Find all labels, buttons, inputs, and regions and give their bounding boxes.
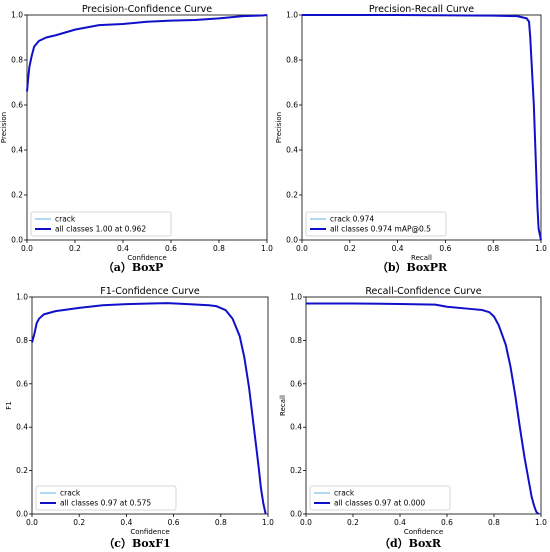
- legend-label: crack: [55, 215, 76, 224]
- x-tick-label: 0.4: [120, 518, 132, 527]
- series-line-all-classes: [31, 302, 267, 515]
- y-tick-label: 1.0: [290, 293, 302, 302]
- y-tick-label: 0.4: [286, 146, 298, 155]
- chart-title: Precision-Recall Curve: [369, 4, 474, 15]
- y-tick-label: 0.2: [290, 466, 302, 475]
- y-tick-label: 0.0: [11, 236, 23, 245]
- y-tick-label: 0.8: [286, 56, 298, 65]
- chart-title: F1-Confidence Curve: [100, 286, 200, 297]
- y-tick-label: 0.0: [290, 510, 302, 519]
- y-axis-label: Precision: [0, 112, 8, 143]
- x-axis-label: Recall: [411, 254, 432, 262]
- y-tick-label: 0.4: [11, 146, 23, 155]
- y-tick-label: 0.4: [290, 423, 302, 432]
- legend-box: [30, 211, 172, 237]
- x-tick-label: 0.8: [215, 518, 227, 527]
- legend-label: all classes 1.00 at 0.962: [55, 225, 146, 234]
- x-tick-label: 0.0: [296, 244, 308, 253]
- x-tick-label: 0.0: [21, 244, 33, 253]
- legend-box: [35, 485, 177, 511]
- y-tick-label: 0.0: [16, 510, 28, 519]
- plot-frame: [305, 296, 542, 515]
- x-axis-label: Confidence: [404, 528, 443, 536]
- x-tick-label: 0.6: [165, 244, 177, 253]
- chart-panel-3: 0.0 0.2 0.4 0.6 0.8 1.0 0.0 0.2 0.4 0.6 0.8 1.0 F1-C…: [5, 286, 274, 550]
- y-tick-label: 1.0: [16, 293, 28, 302]
- x-tick-label: 0.4: [117, 244, 129, 253]
- x-tick-label: 1.0: [535, 518, 547, 527]
- x-tick-label: 0.8: [488, 518, 500, 527]
- x-tick-label: 0.6: [168, 518, 180, 527]
- x-axis-label: Confidence: [130, 528, 169, 536]
- y-tick-label: 0.8: [11, 56, 23, 65]
- y-axis-label: Precision: [275, 112, 283, 143]
- chart-title: Recall-Confidence Curve: [365, 286, 481, 297]
- chart-panel-1: 0.0 0.2 0.4 0.6 0.8 1.0 0.0 0.2 0.4 0.6 0.8 1.0 Prec…: [0, 4, 273, 274]
- y-tick-label: 0.4: [16, 423, 28, 432]
- x-tick-label: 0.2: [73, 518, 85, 527]
- chart-title: Precision-Confidence Curve: [82, 4, 212, 15]
- x-tick-label: 0.4: [394, 518, 406, 527]
- x-tick-label: 0.0: [300, 518, 312, 527]
- y-tick-label: 0.2: [16, 466, 28, 475]
- y-tick-label: 0.2: [286, 191, 298, 200]
- x-tick-label: 1.0: [262, 518, 274, 527]
- x-tick-label: 0.8: [213, 244, 225, 253]
- y-tick-label: 0.2: [11, 191, 23, 200]
- panel-caption: （d）BoxR: [379, 537, 442, 550]
- legend-label: crack: [60, 489, 81, 498]
- y-tick-label: 0.6: [286, 101, 298, 110]
- legend-label: crack 0.974: [330, 215, 374, 224]
- y-tick-label: 0.0: [286, 236, 298, 245]
- y-tick-label: 1.0: [286, 11, 298, 20]
- legend-label: all classes 0.974 mAP@0.5: [330, 225, 431, 234]
- y-tick-label: 0.6: [11, 101, 23, 110]
- legend-label: all classes 0.97 at 0.575: [60, 499, 151, 508]
- y-tick-label: 0.6: [290, 379, 302, 388]
- plot-frame: [26, 14, 268, 241]
- legend-box: [309, 485, 451, 511]
- panel-caption: （b）BoxPR: [377, 261, 448, 274]
- chart-panel-2: 0.0 0.2 0.4 0.6 0.8 1.0 0.0 0.2 0.4 0.6 0.8 1.0 Prec…: [275, 4, 547, 274]
- x-tick-label: 0.2: [347, 518, 359, 527]
- chart-panel-4: 0.0 0.2 0.4 0.6 0.8 1.0 0.0 0.2 0.4 0.6 0.8 1.0 Reca…: [279, 286, 547, 550]
- y-tick-label: 0.8: [16, 336, 28, 345]
- legend-box: [305, 211, 447, 237]
- x-tick-label: 0.0: [26, 518, 38, 527]
- x-tick-label: 0.6: [439, 244, 451, 253]
- plot-frame: [301, 14, 542, 241]
- y-tick-label: 1.0: [11, 11, 23, 20]
- x-tick-label: 0.4: [392, 244, 404, 253]
- x-tick-label: 0.8: [487, 244, 499, 253]
- y-axis-label: Recall: [279, 395, 287, 416]
- y-tick-label: 0.6: [16, 379, 28, 388]
- x-tick-label: 1.0: [261, 244, 273, 253]
- y-tick-label: 0.8: [290, 336, 302, 345]
- series-line-all-classes: [302, 14, 542, 241]
- legend-label: crack: [334, 489, 355, 498]
- plot-frame: [31, 296, 269, 515]
- x-axis-label: Confidence: [127, 254, 166, 262]
- x-tick-label: 1.0: [535, 244, 547, 253]
- x-tick-label: 0.2: [69, 244, 81, 253]
- x-tick-label: 0.6: [441, 518, 453, 527]
- panel-caption: （c）BoxF1: [103, 537, 170, 550]
- panel-caption: （a）BoxP: [103, 261, 164, 274]
- y-axis-label: F1: [5, 401, 13, 409]
- series-line-all-classes: [306, 302, 540, 515]
- series-line-all-classes: [26, 14, 268, 92]
- x-tick-label: 0.2: [344, 244, 356, 253]
- legend-label: all classes 0.97 at 0.000: [334, 499, 425, 508]
